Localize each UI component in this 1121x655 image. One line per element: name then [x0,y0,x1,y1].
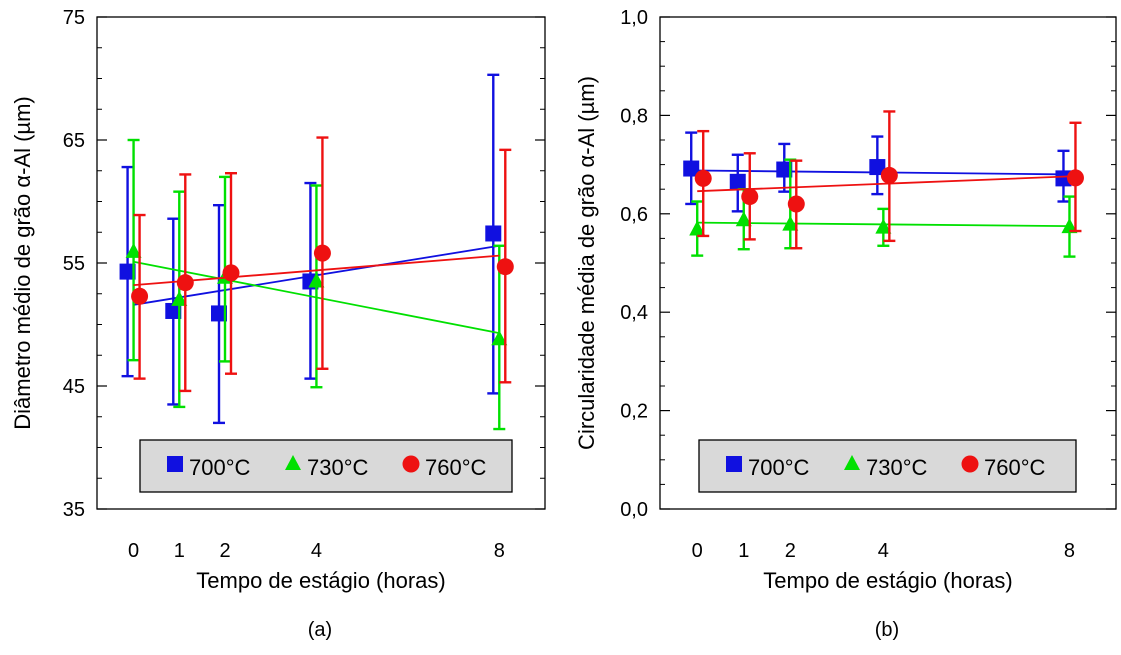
legend-marker [402,455,420,473]
x-tick-label: 8 [1064,540,1075,562]
data-point [880,166,898,184]
plot-frame [659,16,1117,510]
panel-label: (a) [308,619,332,641]
data-point [694,169,712,187]
y-tick-label: 0,0 [620,499,648,521]
x-tick-label: 2 [219,540,230,562]
legend-marker [961,455,979,473]
series-760C [131,136,514,393]
data-point [689,220,706,236]
x-tick-label: 8 [494,540,505,562]
x-axis-title: Tempo de estágio (horas) [763,568,1012,593]
trendline [697,175,1070,193]
data-point [875,218,892,234]
x-tick-label: 1 [174,540,185,562]
data-point [491,330,508,346]
series-700C [119,73,502,425]
x-tick-label: 1 [738,540,749,562]
data-point [1066,169,1084,187]
y-axis-title: Diâmetro médio de grão α-Al (µm) [10,96,35,430]
y-tick-label: 35 [63,499,85,521]
y-tick-label: 0,2 [620,401,648,423]
plot-frame [96,16,546,510]
series-700C [683,131,1072,213]
data-point [787,195,805,213]
legend-marker [167,456,183,472]
x-axis-title: Tempo de estágio (horas) [196,568,445,593]
trendline [133,254,500,287]
data-point [308,272,325,288]
data-point [222,264,240,282]
x-tick-label: 0 [128,540,139,562]
y-tick-label: 0,8 [620,105,648,127]
data-point [1061,218,1078,234]
legend-label: 700°C [189,455,251,480]
legend-marker [726,456,742,472]
x-tick-label: 0 [692,540,703,562]
data-point [741,188,759,206]
data-point [119,263,136,280]
y-tick-label: 55 [63,253,85,275]
legend-label: 760°C [984,455,1046,480]
data-point [683,160,700,177]
legend-box [139,439,513,493]
y-tick-label: 65 [63,130,85,152]
x-tick-label: 4 [878,540,889,562]
data-point [869,159,886,176]
data-point [776,161,793,178]
y-axis-title: Circularidade média de grão α-Al (µm) [574,76,599,450]
y-tick-label: 45 [63,376,85,398]
y-tick-label: 0,4 [620,302,648,324]
series-730C [125,138,508,431]
data-point [735,211,752,227]
data-point [131,287,149,305]
y-tick-label: 1,0 [620,7,648,29]
legend-marker [844,455,860,470]
chart-panel-a: 35 45 55 65 75 0 1 2 4 8 Tempo de estágio (horas) D… [10,7,546,641]
x-tick-label: 4 [311,540,322,562]
data-point [496,258,514,276]
data-point [729,173,746,190]
x-tick-label: 2 [785,540,796,562]
data-point [313,244,331,262]
data-point [211,305,227,322]
data-point [171,290,188,306]
legend-label: 730°C [307,455,369,480]
data-point [125,242,142,258]
y-tick-label: 0,6 [620,204,648,226]
data-point [176,274,194,292]
data-point [165,302,182,319]
legend-label: 760°C [425,455,487,480]
panel-label: (b) [875,619,899,641]
y-tick-label: 75 [63,7,85,29]
legend-marker [285,455,301,470]
data-point [782,215,799,231]
data-point [485,225,502,242]
series-760C [694,110,1084,250]
legend-label: 700°C [748,455,810,480]
legend-box [698,439,1077,493]
legend-label: 730°C [866,455,928,480]
chart-panel-b: 0,0 0,2 0,4 0,6 0,8 1,0 0 1 2 4 8 Tempo de estágio … [574,7,1117,641]
data-point [1055,170,1072,187]
